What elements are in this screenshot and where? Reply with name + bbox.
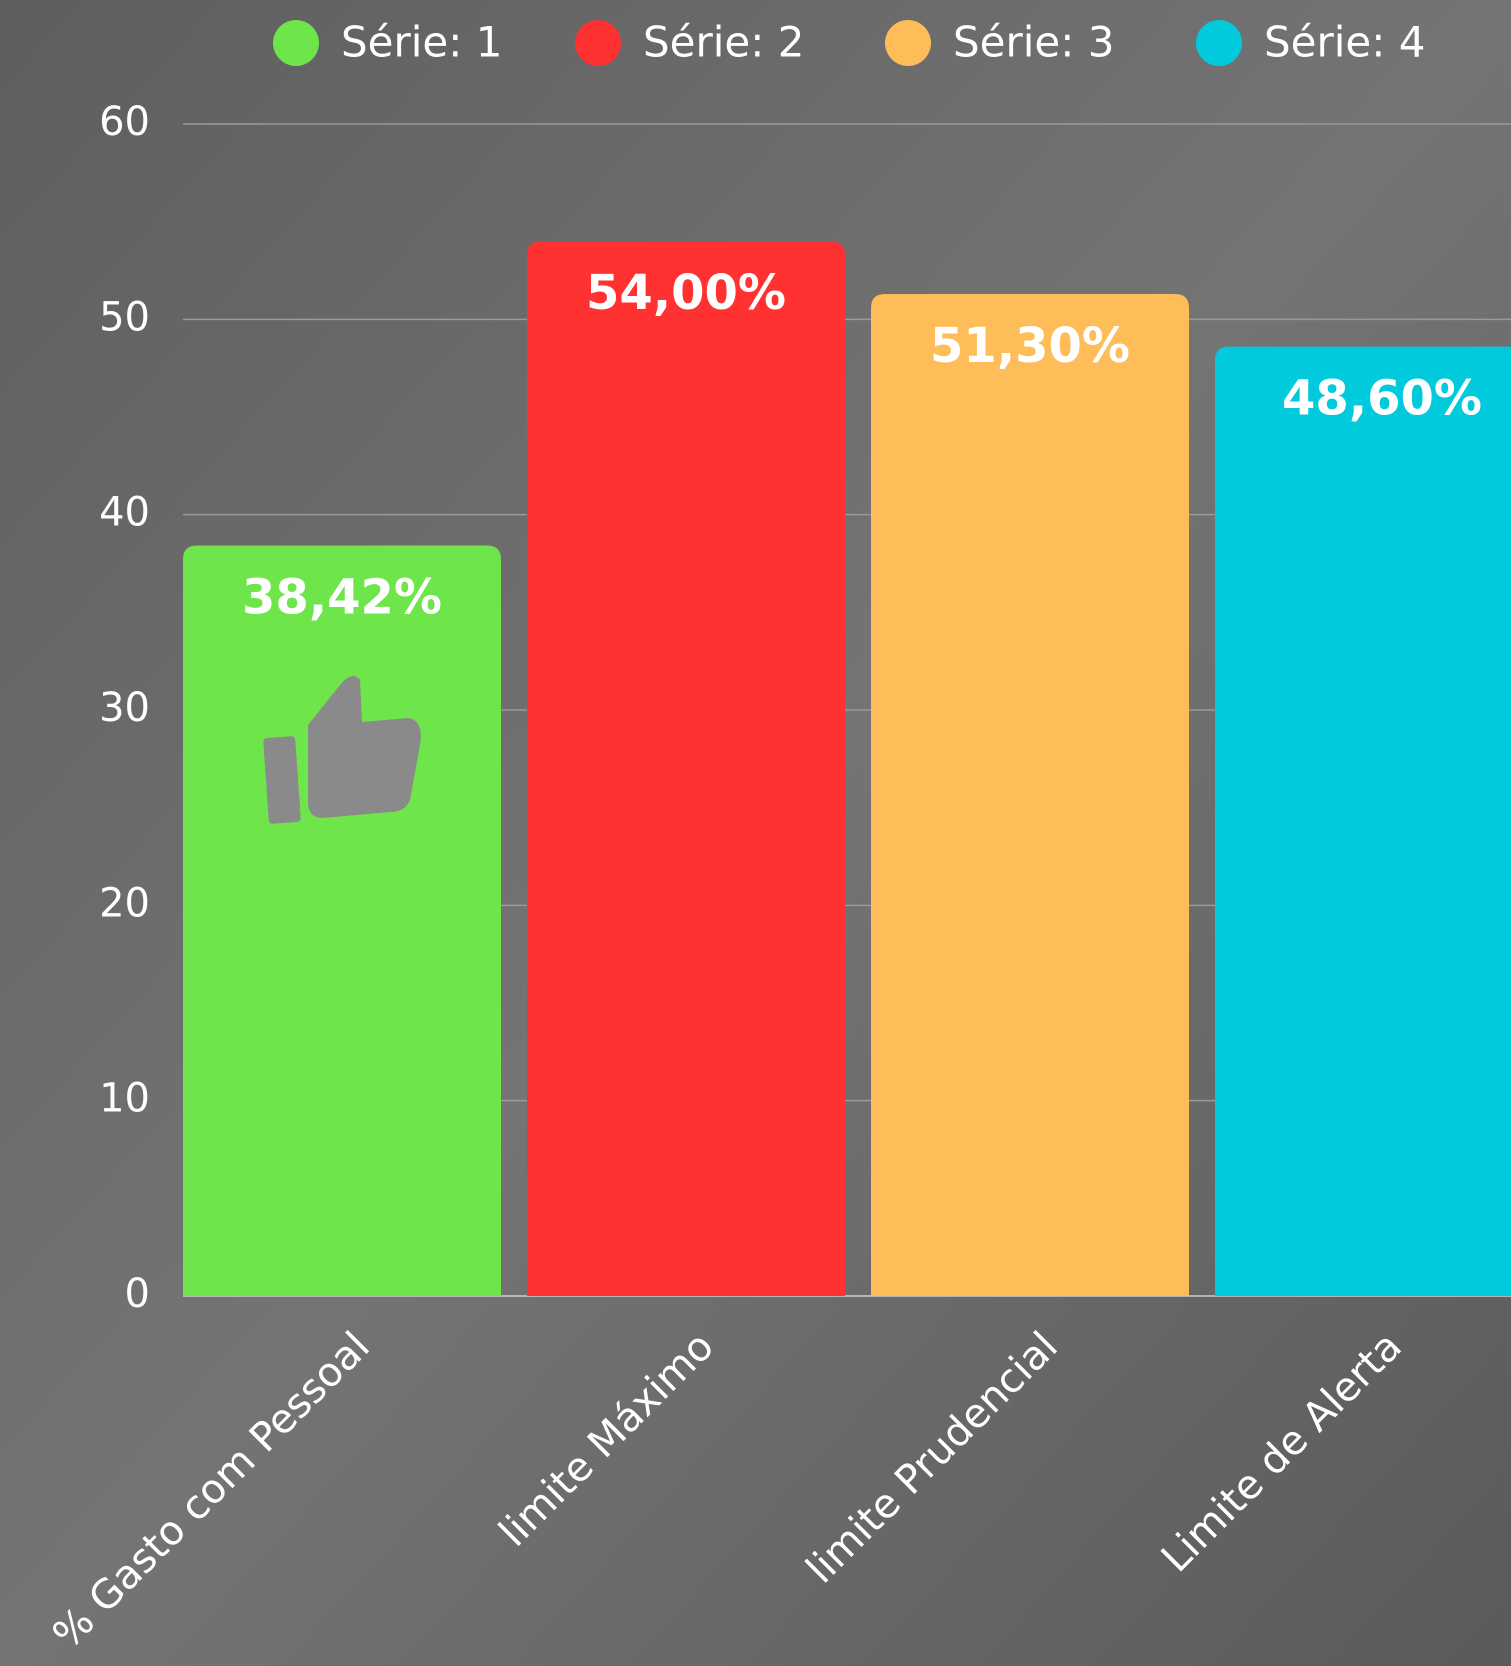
y-tick-label: 10 [99,1076,150,1122]
legend-label: Série: 3 [953,18,1115,67]
legend-label: Série: 4 [1264,18,1426,67]
value-label: 48,60% [1282,371,1482,427]
bars [183,241,1511,1297]
value-label: 38,42% [242,570,442,626]
y-tick-label: 30 [99,685,150,731]
thumbs-up-icon [263,676,421,824]
y-tick-label: 60 [99,99,150,145]
bar [183,545,501,1296]
bar [1215,346,1511,1296]
legend-marker [575,20,621,66]
legend-marker [885,20,931,66]
value-label: 54,00% [586,265,786,321]
y-tick-label: 0 [125,1271,150,1317]
bar [527,241,845,1297]
bar [871,293,1189,1296]
y-tick-label: 40 [99,490,150,536]
y-tick-label: 20 [99,880,150,926]
legend-label: Série: 1 [341,18,503,67]
legend-marker [273,20,319,66]
y-tick-label: 50 [99,294,150,340]
value-label: 51,30% [930,318,1130,374]
legend-marker [1196,20,1242,66]
legend-label: Série: 2 [643,18,805,67]
